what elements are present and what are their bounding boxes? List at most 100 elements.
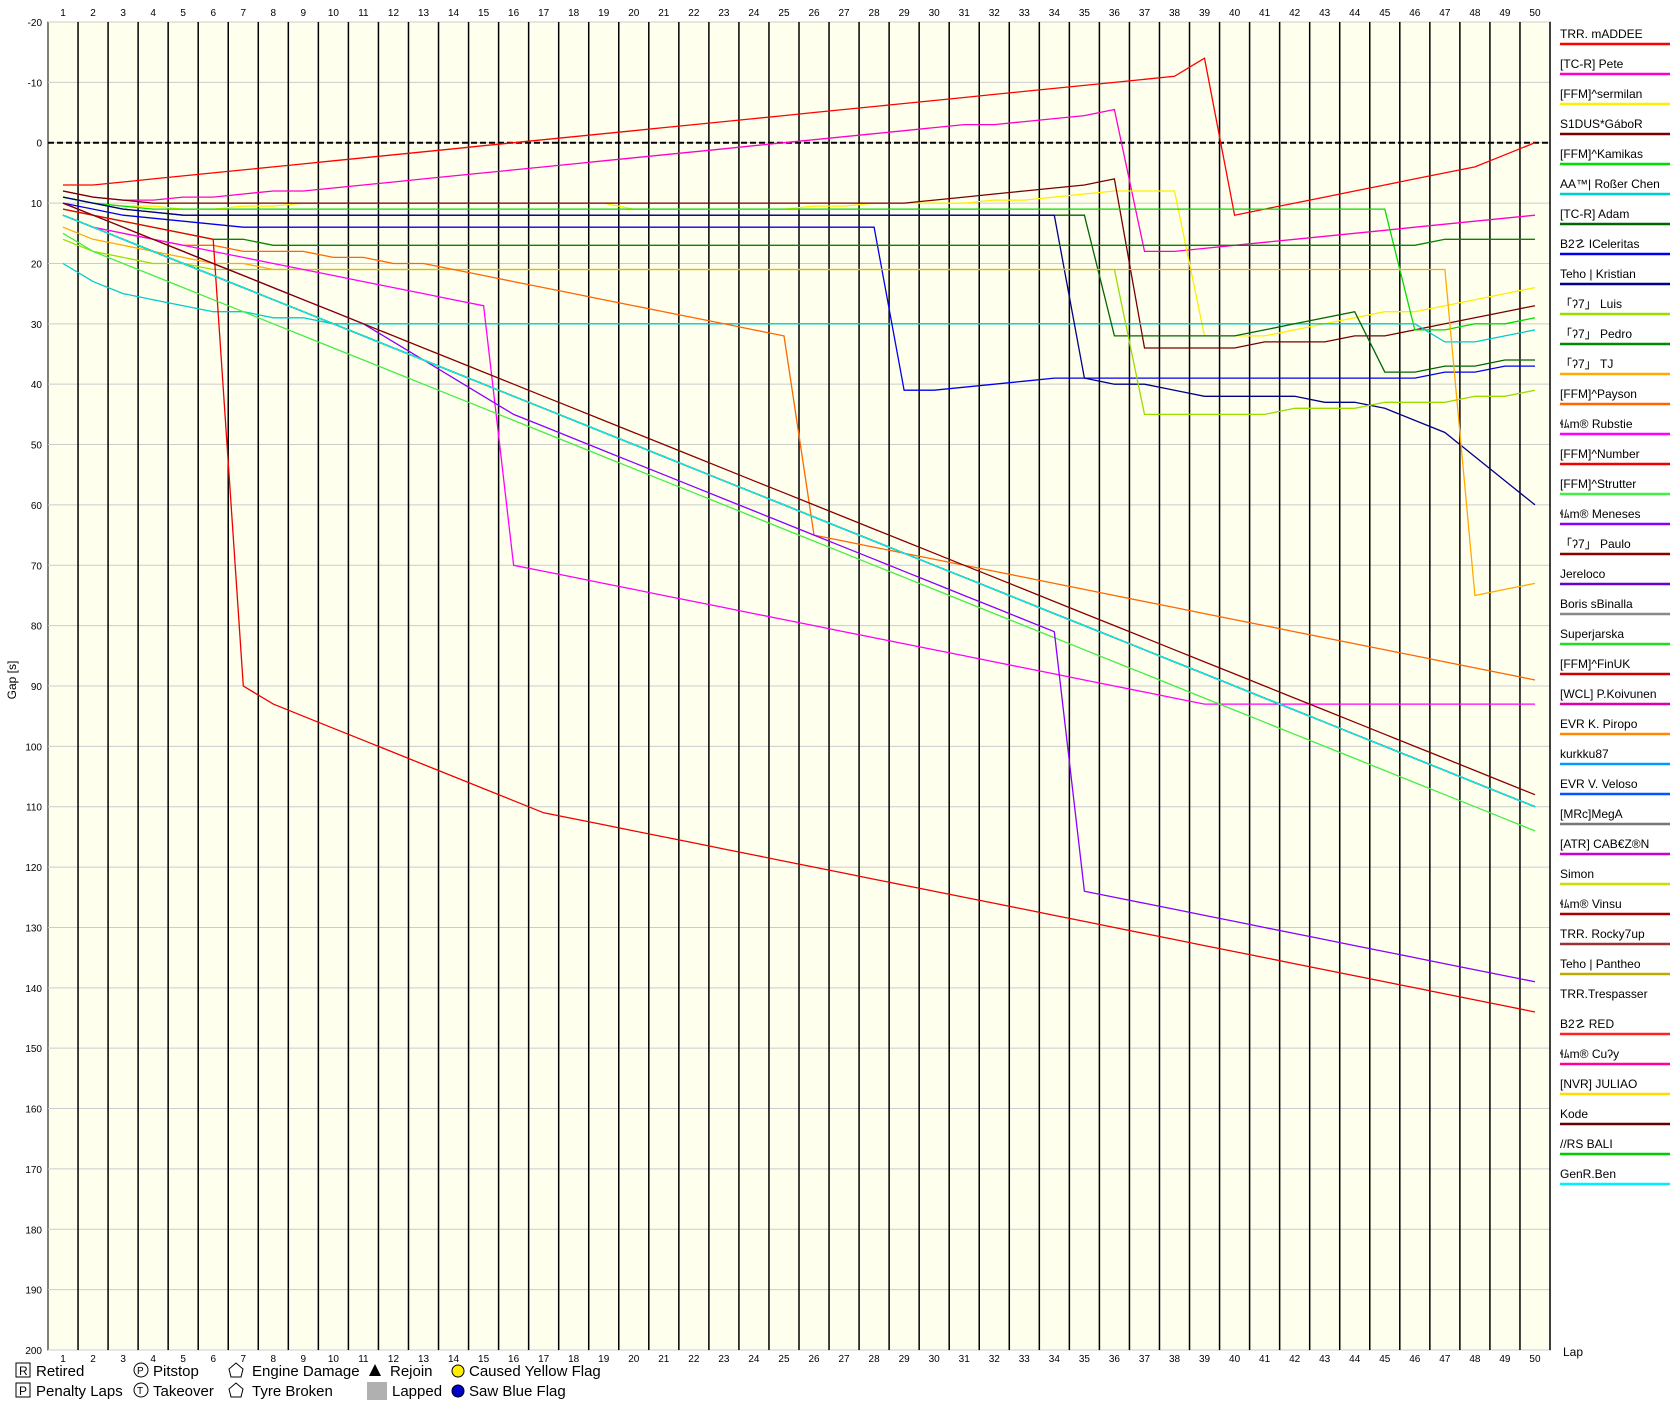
- key-yellow-label: Caused Yellow Flag: [469, 1363, 601, 1380]
- x-tick-label-top: 35: [1079, 8, 1091, 19]
- x-tick-label-top: 13: [418, 8, 430, 19]
- key-engine: Engine Damage: [228, 1362, 360, 1380]
- series-line-17: [62, 202, 1536, 796]
- x-tick-label-top: 38: [1169, 8, 1181, 19]
- engine-damage-icon: [228, 1362, 244, 1378]
- legend-entry-label: //RS BALI: [1560, 1137, 1613, 1151]
- legend-entry-label: GenR.Ben: [1560, 1167, 1616, 1181]
- legend: TRR. mADDEE [TC-R] Pete [FFM]^sermilan S1DU…: [1560, 27, 1670, 1186]
- x-tick-label-top: 20: [628, 8, 640, 19]
- legend-entry-label: S1DUS*GáboR: [1560, 117, 1643, 131]
- x-tick-label-top: 24: [748, 8, 760, 19]
- key-rejoin: Rejoin: [369, 1363, 433, 1380]
- x-tick-label-top: 47: [1439, 8, 1451, 19]
- retired-symbol-icon: [15, 1362, 31, 1378]
- x-tick-label-top: 19: [598, 8, 610, 19]
- x-tick-label-bottom: 6: [210, 1354, 216, 1365]
- tyre-broken-icon: [228, 1382, 244, 1398]
- x-tick-label-top: 26: [808, 8, 820, 19]
- legend-entry-label: ɬﾑm® Cuʔy: [1560, 1047, 1619, 1061]
- svg-text:P: P: [137, 1366, 144, 1377]
- y-tick-label: -20: [28, 18, 43, 29]
- legend-entry-label: ɬﾑm® Vinsu: [1560, 897, 1622, 911]
- y-tick-label: 60: [31, 501, 43, 512]
- legend-entry-label: [FFM]^sermilan: [1560, 87, 1642, 101]
- series-line-7: [62, 202, 1535, 391]
- x-tick-label-top: 31: [959, 8, 971, 19]
- legend-entry-label: 「ʔ7」 TJ: [1560, 357, 1613, 371]
- y-tick-label: 140: [25, 984, 42, 995]
- x-tick-label-top: 32: [989, 8, 1001, 19]
- y-tick-label: -10: [28, 78, 43, 89]
- series-line-15: [62, 232, 1536, 832]
- x-tick-label-top: 14: [448, 8, 460, 19]
- series-line-38: [62, 214, 1536, 808]
- legend-entry-label: [WCL] P.Koivunen: [1560, 687, 1657, 701]
- x-tick-label-bottom: 35: [1079, 1354, 1091, 1365]
- x-tick-label-bottom: 50: [1529, 1354, 1541, 1365]
- x-tick-label-bottom: 28: [869, 1354, 881, 1365]
- x-tick-label-top: 28: [869, 8, 881, 19]
- x-tick-label-top: 16: [508, 8, 520, 19]
- x-tick-label-bottom: 11: [358, 1354, 369, 1365]
- series-line-12: [62, 214, 1536, 681]
- x-tick-label-top: 2: [90, 8, 96, 19]
- x-tick-label-bottom: 37: [1139, 1354, 1151, 1365]
- x-tick-label-top: 10: [328, 8, 340, 19]
- y-tick-label: 160: [25, 1105, 42, 1116]
- x-tick-label-bottom: 2: [90, 1354, 96, 1365]
- x-tick-label-top: 37: [1139, 8, 1151, 19]
- legend-entry-label: 「ʔ7」 Luis: [1560, 297, 1622, 311]
- legend-entry-label: AA™| Roßer Chen: [1560, 177, 1660, 191]
- legend-entry-label: Teho | Pantheo: [1560, 957, 1641, 971]
- x-tick-label-top: 33: [1019, 8, 1031, 19]
- x-tick-label-top: 40: [1229, 8, 1241, 19]
- y-tick-label: 200: [25, 1346, 42, 1357]
- y-tick-label: 50: [31, 441, 43, 452]
- y-tick-label: 70: [31, 561, 43, 572]
- x-tick-label-bottom: 44: [1349, 1354, 1361, 1365]
- y-tick-label: 170: [25, 1165, 42, 1176]
- x-tick-label-top: 44: [1349, 8, 1361, 19]
- y-tick-label: 40: [31, 380, 43, 391]
- x-tick-label-bottom: 34: [1049, 1354, 1061, 1365]
- x-tick-label-top: 36: [1109, 8, 1121, 19]
- takeover-symbol-icon: [133, 1382, 149, 1398]
- x-tick-label-bottom: 13: [418, 1354, 430, 1365]
- legend-entry-label: TRR. Rocky7up: [1560, 927, 1645, 941]
- x-tick-label-top: 9: [301, 8, 307, 19]
- key-penalty: P Penalty Laps: [15, 1382, 123, 1400]
- x-tick-label-top: 5: [180, 8, 186, 19]
- series-line-14: [62, 208, 1536, 1013]
- y-tick-label: 120: [25, 863, 42, 874]
- y-tick-label: 0: [36, 139, 42, 150]
- x-tick-label-top: 49: [1499, 8, 1511, 19]
- x-axis-label: Lap: [1563, 1345, 1583, 1359]
- legend-entry-label: Simon: [1560, 867, 1594, 881]
- y-tick-label: 80: [31, 622, 43, 633]
- x-tick-label-top: 8: [271, 8, 277, 19]
- x-tick-label-top: 11: [358, 8, 369, 19]
- x-tick-label-bottom: 19: [598, 1354, 610, 1365]
- x-tick-label-top: 15: [478, 8, 490, 19]
- x-tick-label-bottom: 12: [388, 1354, 400, 1365]
- key-rejoin-label: Rejoin: [390, 1363, 433, 1380]
- legend-entry-label: [FFM]^Payson: [1560, 387, 1637, 401]
- x-tick-label-top: 45: [1379, 8, 1391, 19]
- y-tick-label: 30: [31, 320, 43, 331]
- key-tyre-label: Tyre Broken: [252, 1383, 333, 1400]
- key-tyre: Tyre Broken: [228, 1382, 333, 1400]
- legend-entry-label: Kode: [1560, 1107, 1588, 1121]
- x-tick-label-top: 50: [1529, 8, 1541, 19]
- key-lapped-label: Lapped: [392, 1383, 442, 1400]
- x-tick-label-bottom: 49: [1499, 1354, 1511, 1365]
- x-tick-label-bottom: 43: [1319, 1354, 1331, 1365]
- key-pitstop-label: Pitstop: [153, 1363, 199, 1380]
- x-tick-label-bottom: 39: [1199, 1354, 1211, 1365]
- x-tick-label-top: 18: [568, 8, 580, 19]
- legend-entry-label: [NVR] JULIAO: [1560, 1077, 1637, 1091]
- key-engine-label: Engine Damage: [252, 1363, 360, 1380]
- series-line-11: [62, 226, 1536, 597]
- x-tick-label-bottom: 32: [989, 1354, 1001, 1365]
